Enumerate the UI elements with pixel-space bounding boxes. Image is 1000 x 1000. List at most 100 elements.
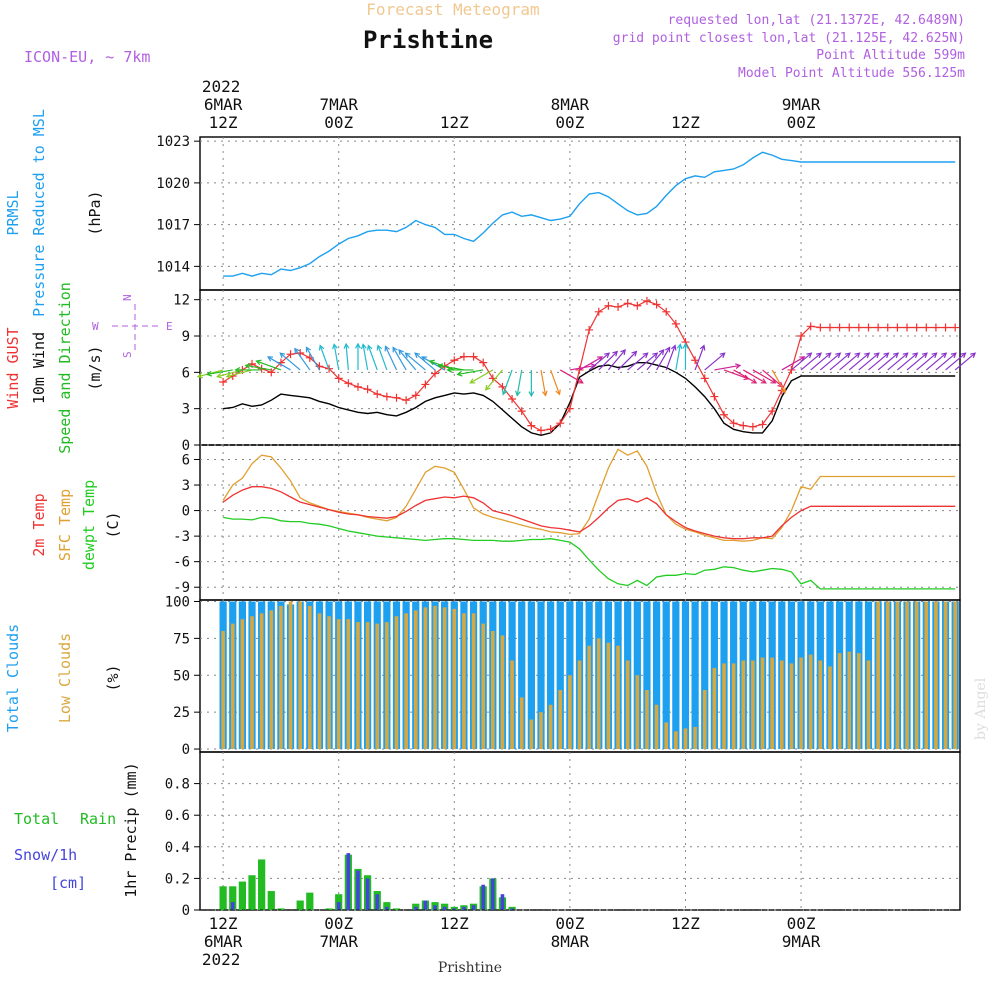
wind-direction-arrow-21 bbox=[405, 352, 426, 371]
wind-arrow-head-74 bbox=[950, 352, 957, 359]
wind-gust-marker-33 bbox=[536, 426, 545, 435]
wind-arrow-head-3 bbox=[225, 372, 232, 379]
low-cloud-bar-65 bbox=[847, 651, 852, 750]
wind-gust-marker-65 bbox=[845, 323, 854, 332]
credit-watermark: by Angel bbox=[973, 677, 989, 740]
wind-direction-arrow-39 bbox=[598, 351, 618, 371]
low-cloud-bar-6 bbox=[279, 605, 283, 750]
low-cloud-bar-28 bbox=[491, 630, 495, 750]
ytick-label-2-5: 6 bbox=[182, 452, 190, 468]
wind-arrow-head-26 bbox=[446, 366, 453, 373]
wind-gust-marker-26 bbox=[469, 352, 478, 361]
wind-gust-marker-21 bbox=[421, 380, 430, 389]
footer-location: Prishtine bbox=[438, 960, 502, 976]
ytick-label-2-1: -6 bbox=[173, 555, 190, 571]
precip-side-label-cm: [cm] bbox=[50, 874, 86, 892]
pressure-line bbox=[223, 151, 956, 277]
low-cloud-bar-42 bbox=[625, 660, 630, 750]
model-point-altitude: Model Point Altitude 556.125m bbox=[738, 66, 965, 81]
top-time-label-2: 12Z bbox=[440, 113, 469, 132]
low-cloud-bar-44 bbox=[645, 690, 649, 750]
low-cloud-bar-8 bbox=[298, 601, 302, 750]
low-cloud-bar-33 bbox=[539, 712, 543, 750]
wind-gust-marker-71 bbox=[903, 323, 912, 332]
wind-arrow-head-17 bbox=[376, 344, 383, 351]
wind-arrow-head-11 bbox=[318, 344, 325, 351]
temp-side-label-2m: 2m Temp bbox=[30, 493, 48, 556]
low-cloud-bar-26 bbox=[471, 613, 476, 750]
wind-arrow-head-70 bbox=[912, 352, 919, 359]
wind-arrow-head-40 bbox=[620, 349, 626, 356]
snow-bar-28 bbox=[491, 878, 495, 910]
total-cloud-bar-33 bbox=[537, 601, 545, 750]
low-cloud-bar-31 bbox=[519, 697, 524, 750]
wind-gust-marker-76 bbox=[951, 323, 960, 332]
low-cloud-bar-21 bbox=[423, 607, 428, 750]
bottom-time-label-1: 00Z bbox=[324, 914, 353, 933]
wind-gust-marker-72 bbox=[912, 323, 921, 332]
wind-arrow-head-0 bbox=[196, 372, 204, 379]
wind-arrow-head-45 bbox=[664, 346, 671, 353]
location-title: Prishtine bbox=[363, 26, 493, 54]
ytick-label-0-0: 1014 bbox=[156, 259, 190, 275]
top-time-label-5: 00Z bbox=[787, 113, 816, 132]
low-cloud-bar-58 bbox=[779, 660, 784, 750]
wind-arrow-head-44 bbox=[658, 349, 665, 356]
wind-gust-marker-45 bbox=[652, 300, 661, 309]
wind-direction-arrow-18 bbox=[384, 346, 398, 371]
wind-gust-marker-16 bbox=[373, 390, 382, 399]
product-title: Forecast Meteogram bbox=[366, 0, 539, 19]
wind-arrow-head-63 bbox=[844, 352, 851, 359]
requested-coords: requested lon,lat (21.1372E, 42.6489N) bbox=[668, 13, 965, 28]
wind-side-label-gust: Wind GUST bbox=[4, 327, 22, 408]
wind-direction-arrow-29 bbox=[485, 369, 503, 391]
wind-direction-arrow-30 bbox=[502, 369, 513, 395]
low-cloud-bar-7 bbox=[288, 601, 293, 750]
low-cloud-bar-11 bbox=[327, 616, 331, 750]
wind-direction-arrow-8 bbox=[279, 352, 301, 371]
wind-arrow-head-33 bbox=[541, 390, 548, 397]
bottom-day-label-1: 7MAR bbox=[319, 932, 358, 951]
ytick-label-3-2: 50 bbox=[173, 668, 190, 684]
wind-direction-arrow-51 bbox=[714, 364, 741, 371]
wind-gust-marker-55 bbox=[748, 422, 757, 431]
wind-gust-marker-41 bbox=[614, 302, 623, 311]
wind-direction-arrow-12 bbox=[333, 344, 340, 371]
rain-bar-9 bbox=[306, 892, 314, 910]
wind-arrow-head-68 bbox=[893, 352, 899, 359]
wind-arrow-head-42 bbox=[642, 352, 649, 359]
bottom-time-label-0: 12Z bbox=[209, 914, 238, 933]
wind-arrow-head-15 bbox=[360, 343, 367, 350]
ytick-label-0-3: 1023 bbox=[156, 134, 190, 150]
snow-bar-17 bbox=[385, 906, 389, 910]
wind-gust-marker-69 bbox=[883, 323, 892, 332]
rain-bar-5 bbox=[267, 891, 275, 910]
total-cloud-bar-44 bbox=[643, 601, 651, 750]
wind-arrow-head-66 bbox=[873, 352, 880, 359]
compass-west: W bbox=[92, 320, 99, 333]
low-cloud-bar-13 bbox=[346, 619, 351, 750]
bottom-time-label-5: 00Z bbox=[787, 914, 816, 933]
low-cloud-bar-64 bbox=[837, 653, 842, 750]
wind-arrow-head-21 bbox=[404, 352, 411, 359]
snow-bar-24 bbox=[452, 908, 457, 910]
wind-speed-line bbox=[223, 362, 956, 437]
wind-gust-marker-37 bbox=[575, 365, 584, 374]
low-cloud-bar-32 bbox=[529, 719, 534, 750]
wind-gust-marker-47 bbox=[671, 319, 680, 328]
wind-gust-marker-61 bbox=[806, 322, 815, 331]
low-cloud-bar-36 bbox=[568, 675, 572, 750]
snow-bar-12 bbox=[336, 902, 341, 910]
low-cloud-bar-15 bbox=[365, 622, 370, 750]
snow-bar-21 bbox=[423, 900, 428, 910]
total-cloud-bar-49 bbox=[691, 601, 699, 750]
wind-direction-arrow-6 bbox=[256, 360, 282, 371]
ytick-label-1-0: 0 bbox=[182, 438, 190, 454]
ytick-label-4-0: 0 bbox=[182, 903, 190, 919]
low-cloud-bar-71 bbox=[905, 601, 909, 750]
ytick-label-4-2: 0.4 bbox=[165, 840, 190, 856]
wind-direction-arrow-76 bbox=[954, 352, 976, 371]
low-cloud-bar-10 bbox=[317, 613, 322, 750]
wind-arrow-head-38 bbox=[604, 352, 611, 359]
